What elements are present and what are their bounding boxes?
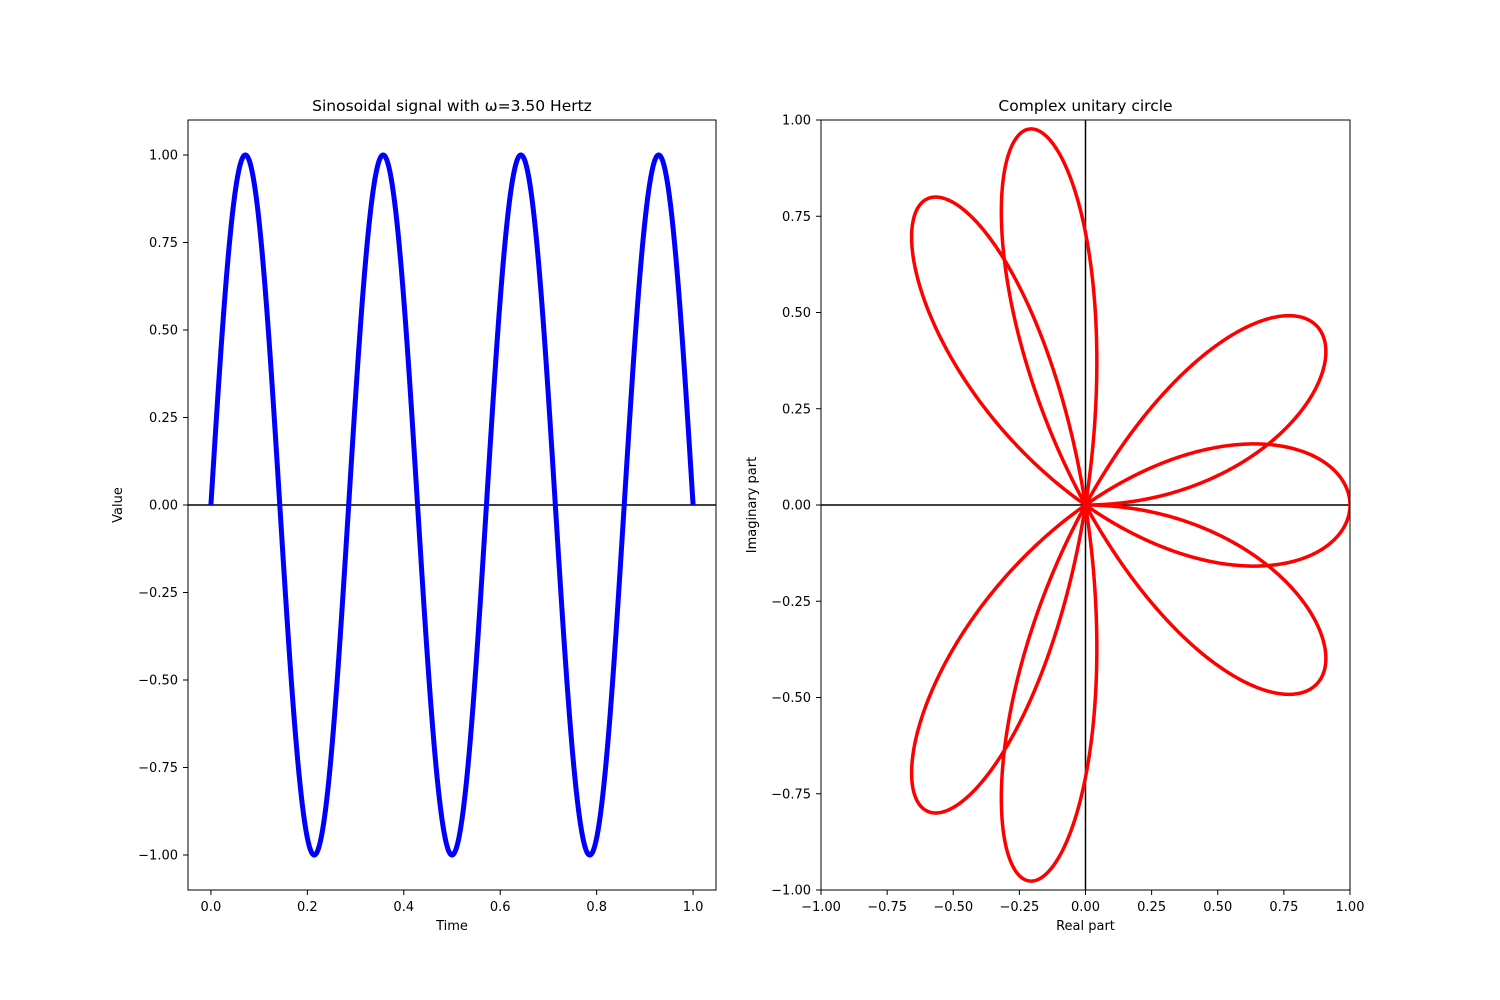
- x-tick-label: 0.75: [1269, 900, 1298, 915]
- y-tick-label: −0.25: [138, 586, 178, 601]
- x-tick-label: 0.6: [490, 900, 511, 915]
- complex-circle-panel: Complex unitary circle −1.00 −0.75 −0.50 −0.…: [745, 97, 1364, 934]
- x-tick-label: −1.00: [801, 900, 841, 915]
- y-tick-label: 0.50: [782, 306, 811, 321]
- x-axis-label: Real part: [1056, 919, 1115, 934]
- y-tick-label: 0.75: [782, 210, 811, 225]
- y-tick-label: 1.00: [149, 149, 178, 164]
- y-tick-label: 0.75: [149, 236, 178, 251]
- chart-title: Complex unitary circle: [998, 97, 1172, 115]
- x-tick-label: −0.25: [999, 900, 1039, 915]
- y-tick-label: 0.00: [782, 499, 811, 514]
- series-group: [208, 152, 696, 858]
- y-tick-label: −1.00: [138, 849, 178, 864]
- x-tick-label: 0.00: [1071, 900, 1100, 915]
- x-tick-label: 0.8: [586, 900, 607, 915]
- x-tick-label: 1.00: [1336, 900, 1365, 915]
- flower-curve-line: [909, 127, 1350, 883]
- y-tick-label: −0.75: [138, 761, 178, 776]
- y-tick-label: 0.25: [782, 402, 811, 417]
- y-tick-label: −1.00: [771, 884, 811, 899]
- x-tick-label: 0.2: [297, 900, 318, 915]
- y-axis-label: Imaginary part: [745, 457, 760, 553]
- x-axis-label: Time: [435, 919, 468, 934]
- x-tick-label: 0.4: [393, 900, 414, 915]
- sine-signal-panel: Sinosoidal signal with ω=3.50 Hertz 0.0 0.…: [111, 97, 717, 934]
- y-tick-label: −0.50: [138, 674, 178, 689]
- x-tick-label: 0.25: [1137, 900, 1166, 915]
- y-axis-label: Value: [111, 487, 126, 523]
- y-tick-label: 1.00: [782, 114, 811, 129]
- series-group: [909, 127, 1350, 883]
- chart-title: Sinosoidal signal with ω=3.50 Hertz: [312, 97, 592, 115]
- x-tick-label: −0.75: [867, 900, 907, 915]
- y-tick-label: −0.25: [771, 595, 811, 610]
- x-tick-label: −0.50: [933, 900, 973, 915]
- x-tick-label: 1.0: [683, 900, 704, 915]
- y-tick-label: 0.25: [149, 411, 178, 426]
- y-tick-label: −0.50: [771, 691, 811, 706]
- x-tick-label: 0.0: [201, 900, 222, 915]
- x-tick-label: 0.50: [1203, 900, 1232, 915]
- y-tick-label: 0.00: [149, 499, 178, 514]
- y-tick-label: −0.75: [771, 787, 811, 802]
- sine-wave-line: [208, 152, 696, 858]
- y-tick-label: 0.50: [149, 324, 178, 339]
